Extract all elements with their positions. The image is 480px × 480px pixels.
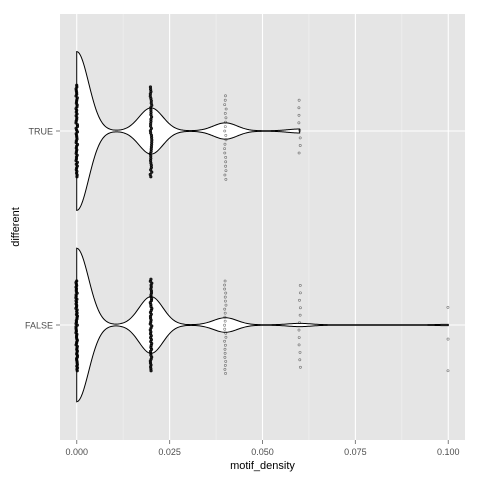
data-point xyxy=(223,339,226,343)
y-tick-label: TRUE xyxy=(29,127,54,137)
data-point xyxy=(297,98,301,102)
y-axis-title: different xyxy=(10,207,22,247)
data-point xyxy=(224,138,228,142)
data-point xyxy=(223,315,227,319)
data-point xyxy=(223,327,227,331)
data-point xyxy=(223,279,227,283)
data-point xyxy=(224,116,228,120)
data-point xyxy=(223,367,227,371)
x-tick-label: 0.050 xyxy=(251,447,274,457)
data-point xyxy=(224,94,227,98)
data-point xyxy=(223,355,227,359)
data-point xyxy=(297,151,301,155)
data-point xyxy=(223,98,227,102)
data-point xyxy=(446,305,450,309)
y-tick-label: FALSE xyxy=(25,321,53,331)
data-point xyxy=(224,299,227,303)
data-point xyxy=(298,365,302,369)
data-point xyxy=(298,350,302,354)
data-point xyxy=(224,155,228,159)
data-point xyxy=(224,371,227,375)
x-tick-label: 0.000 xyxy=(65,447,88,457)
data-point xyxy=(75,369,79,373)
data-point xyxy=(224,120,227,124)
data-point xyxy=(298,358,302,362)
data-point xyxy=(223,311,227,315)
data-point xyxy=(75,175,79,179)
data-point xyxy=(298,306,302,310)
data-point xyxy=(298,298,301,302)
data-point xyxy=(223,319,227,323)
data-point xyxy=(224,169,228,173)
x-tick-label: 0.075 xyxy=(344,447,367,457)
data-point xyxy=(223,147,226,151)
data-point xyxy=(224,331,228,335)
data-point xyxy=(150,170,154,174)
data-point xyxy=(297,106,301,110)
data-point xyxy=(298,128,302,132)
data-point xyxy=(223,347,227,351)
data-point xyxy=(223,351,227,355)
data-point xyxy=(298,144,302,147)
data-point xyxy=(223,283,226,287)
data-point xyxy=(224,291,228,295)
data-point xyxy=(223,151,227,155)
data-point xyxy=(297,328,301,332)
data-point xyxy=(223,173,227,177)
data-point xyxy=(223,287,227,291)
axes: 0.000 0.025 0.050 0.075 0.100 FALSE TRUE xyxy=(25,127,460,458)
data-point xyxy=(223,363,227,367)
data-point xyxy=(224,160,228,164)
data-point xyxy=(297,343,301,347)
data-point xyxy=(224,335,228,339)
data-point xyxy=(223,125,227,129)
data-point xyxy=(149,369,153,373)
data-point xyxy=(297,121,301,125)
x-tick-label: 0.025 xyxy=(158,447,181,457)
data-point xyxy=(223,112,227,115)
data-point xyxy=(149,175,153,179)
data-point xyxy=(224,164,228,168)
x-tick-label: 0.100 xyxy=(437,447,460,457)
data-point xyxy=(446,337,450,341)
data-point xyxy=(297,113,301,117)
data-point xyxy=(223,343,227,347)
data-point xyxy=(223,103,227,107)
data-point xyxy=(224,359,228,363)
data-point xyxy=(298,283,302,287)
data-point xyxy=(298,291,302,295)
data-points xyxy=(74,83,450,375)
x-axis-title: motif_density xyxy=(230,460,295,472)
data-point xyxy=(446,369,450,373)
data-point xyxy=(223,295,227,299)
violin-false xyxy=(76,247,449,403)
data-point xyxy=(298,313,302,317)
data-point xyxy=(224,303,228,307)
data-point xyxy=(224,133,228,137)
data-point xyxy=(224,107,228,111)
data-point xyxy=(223,142,227,146)
data-point xyxy=(298,136,302,140)
data-point xyxy=(223,307,227,311)
data-point xyxy=(224,177,228,181)
data-point xyxy=(297,336,301,339)
data-point xyxy=(298,321,301,325)
data-point xyxy=(223,129,227,133)
data-point xyxy=(223,323,227,327)
